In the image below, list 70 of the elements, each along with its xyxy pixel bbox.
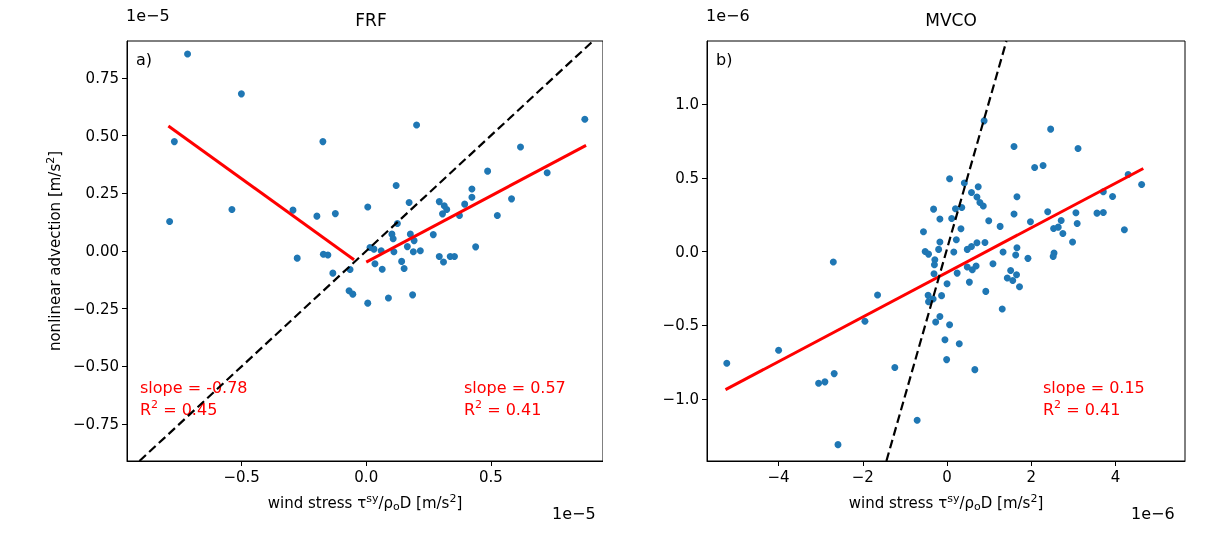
point	[409, 248, 417, 256]
point	[392, 181, 400, 189]
point	[409, 291, 417, 299]
x-tick-label: 2	[1026, 467, 1037, 486]
y-axis-title: nonlinear advection [m/s2]	[43, 150, 64, 352]
chart-title: MVCO	[925, 9, 977, 30]
chart-title: FRF	[355, 9, 387, 30]
point	[170, 138, 178, 146]
point	[435, 198, 443, 206]
point	[166, 217, 174, 225]
point	[403, 243, 411, 251]
x-tick-label: 0.5	[478, 467, 503, 486]
point	[237, 90, 245, 98]
point	[184, 50, 192, 58]
point	[319, 138, 327, 146]
y-tick-label: 0.25	[85, 184, 119, 203]
point	[313, 212, 321, 220]
y-tick-label: 0.00	[85, 242, 119, 260]
point	[324, 251, 332, 259]
y-tick-label: −0.75	[73, 415, 119, 434]
point	[543, 169, 551, 177]
y-tick-label: 1.0	[675, 95, 699, 114]
point	[413, 121, 421, 129]
y-tick-label: 0.75	[85, 68, 119, 87]
point	[371, 260, 379, 268]
point	[416, 247, 424, 255]
x-tick-label: 0.0	[354, 467, 379, 486]
point	[228, 205, 236, 213]
point	[468, 193, 476, 201]
point	[461, 200, 469, 208]
point	[439, 210, 447, 218]
point	[581, 115, 589, 123]
annotation: a)	[136, 49, 153, 69]
x-tick-label: −2	[851, 467, 874, 486]
annotation: b)	[716, 49, 733, 69]
point	[331, 210, 339, 218]
x-tick-label: 0	[942, 467, 952, 486]
point	[508, 195, 516, 203]
x-tick-label: −0.5	[223, 467, 260, 486]
point	[493, 211, 501, 219]
y-tick-label: 0.0	[675, 242, 699, 261]
y-tick-label: 0.50	[85, 126, 119, 145]
point	[472, 243, 480, 251]
text: 1e−5	[552, 503, 596, 523]
point	[349, 290, 357, 298]
point	[293, 254, 301, 262]
text: 1e−6	[1131, 503, 1175, 523]
point	[364, 203, 372, 211]
x-tick-label: 4	[1110, 467, 1121, 486]
point	[429, 231, 437, 239]
point	[440, 258, 447, 266]
x-tick-label: −4	[767, 467, 790, 486]
point	[389, 235, 397, 243]
point	[400, 265, 408, 273]
text: 1e−5	[126, 5, 170, 25]
point	[435, 253, 443, 261]
point	[398, 257, 406, 265]
y-tick-label: −1.0	[662, 390, 699, 409]
y-tick-label: −0.5	[662, 316, 699, 335]
y-tick-label: −0.50	[73, 357, 119, 376]
point	[384, 294, 392, 302]
point	[378, 265, 386, 273]
point	[517, 143, 525, 151]
text: 1e−6	[706, 5, 750, 25]
y-tick-label: 0.5	[675, 169, 699, 188]
point	[405, 199, 413, 207]
point	[364, 299, 372, 307]
point	[329, 269, 337, 277]
point	[484, 167, 492, 175]
y-tick-label: −0.25	[73, 299, 119, 318]
